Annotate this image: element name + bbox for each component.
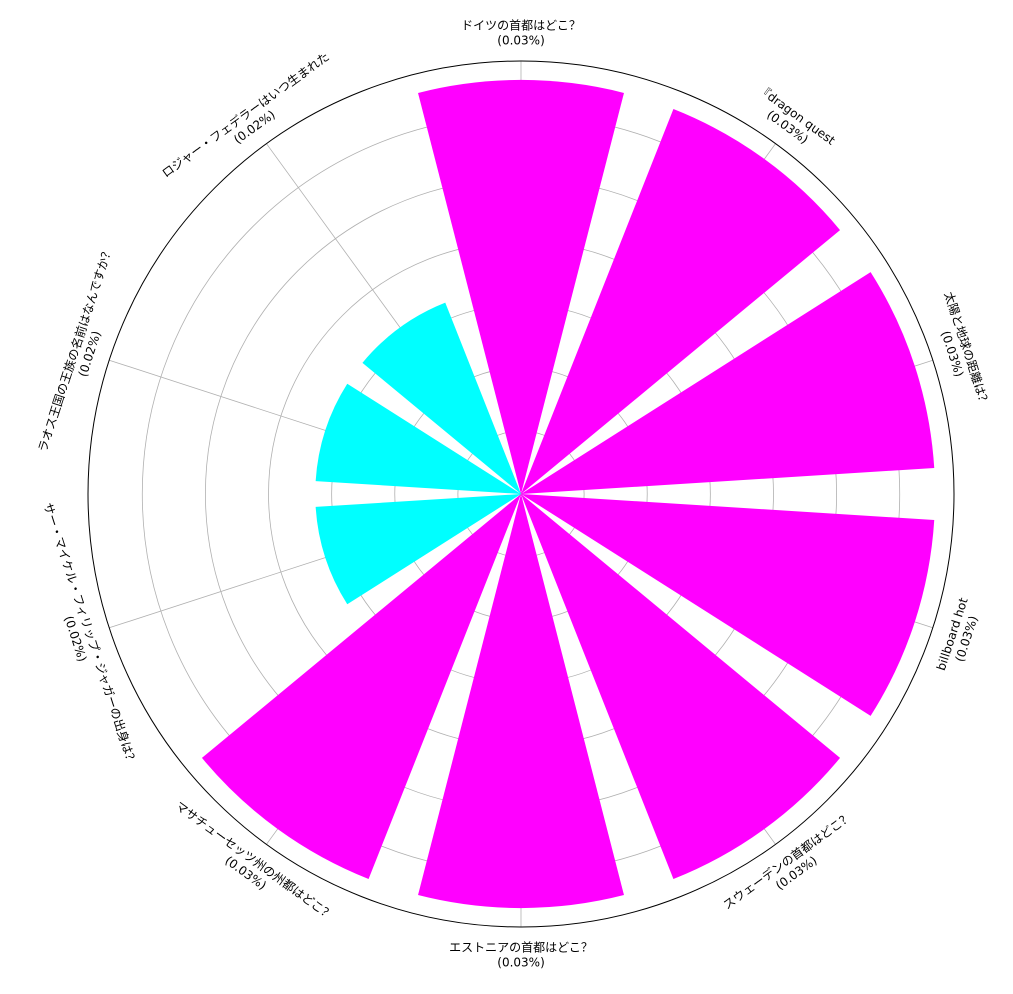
bar: [418, 79, 624, 494]
bar: [315, 494, 521, 605]
bar: [418, 494, 624, 909]
value-label: (0.03%): [497, 34, 544, 48]
bar: [362, 302, 521, 494]
category-label: エストニアの首都はどこ？: [449, 941, 593, 955]
bar: [201, 494, 521, 879]
bar: [521, 272, 935, 494]
category-label-group: サー・マイケル・フィリップ・ジャガーの出身は？(0.02%): [41, 501, 140, 767]
category-label-group: ラオス王国の王族の名前はなんですか？(0.02%): [35, 244, 116, 453]
bar: [521, 494, 841, 879]
category-label-group: ドイツの首都はどこ？(0.03%): [461, 19, 581, 48]
category-label-group: エストニアの首都はどこ？(0.03%): [449, 941, 593, 970]
category-label: ラオス王国の王族の名前はなんですか？: [35, 244, 116, 453]
category-label-group: billboard hot(0.03%): [934, 596, 981, 673]
category-label-group: 『dragon quest(0.03%): [755, 82, 838, 147]
category-label-group: ロジャー・フェデラーはいつ生まれた(0.02%): [159, 49, 332, 181]
value-label: (0.03%): [497, 956, 544, 970]
category-label-group: 太陽と地球の距離は？(0.03%): [938, 290, 992, 409]
bar: [315, 383, 521, 494]
category-label: ドイツの首都はどこ？: [461, 19, 581, 33]
polar-frame: [87, 60, 955, 928]
bar: [521, 494, 935, 716]
bar: [521, 109, 841, 494]
